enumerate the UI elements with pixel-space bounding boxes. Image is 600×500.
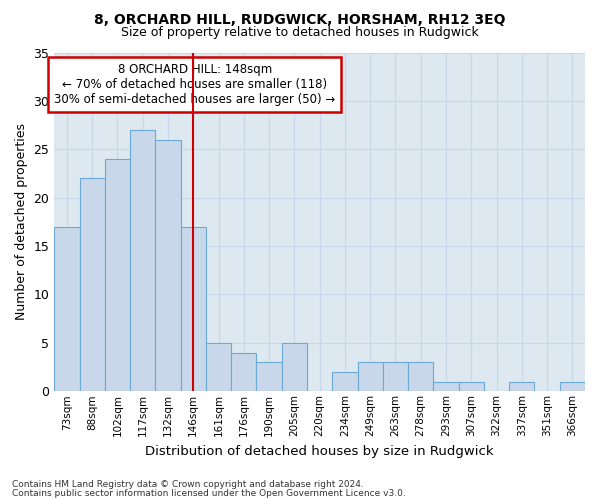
Bar <box>458 382 484 392</box>
Bar <box>54 226 80 392</box>
Text: Contains HM Land Registry data © Crown copyright and database right 2024.: Contains HM Land Registry data © Crown c… <box>12 480 364 489</box>
Text: Size of property relative to detached houses in Rudgwick: Size of property relative to detached ho… <box>121 26 479 39</box>
X-axis label: Distribution of detached houses by size in Rudgwick: Distribution of detached houses by size … <box>145 444 494 458</box>
Bar <box>181 226 206 392</box>
Bar <box>408 362 433 392</box>
Bar <box>358 362 383 392</box>
Bar <box>383 362 408 392</box>
Bar <box>231 352 256 392</box>
Bar <box>256 362 282 392</box>
Text: Contains public sector information licensed under the Open Government Licence v3: Contains public sector information licen… <box>12 488 406 498</box>
Bar <box>80 178 105 392</box>
Bar <box>130 130 155 392</box>
Bar <box>560 382 585 392</box>
Text: 8 ORCHARD HILL: 148sqm
← 70% of detached houses are smaller (118)
30% of semi-de: 8 ORCHARD HILL: 148sqm ← 70% of detached… <box>55 62 335 106</box>
Y-axis label: Number of detached properties: Number of detached properties <box>15 124 28 320</box>
Bar <box>282 343 307 392</box>
Bar <box>155 140 181 392</box>
Bar <box>332 372 358 392</box>
Bar <box>433 382 458 392</box>
Bar <box>105 159 130 392</box>
Bar <box>206 343 231 392</box>
Text: 8, ORCHARD HILL, RUDGWICK, HORSHAM, RH12 3EQ: 8, ORCHARD HILL, RUDGWICK, HORSHAM, RH12… <box>94 12 506 26</box>
Bar <box>509 382 535 392</box>
